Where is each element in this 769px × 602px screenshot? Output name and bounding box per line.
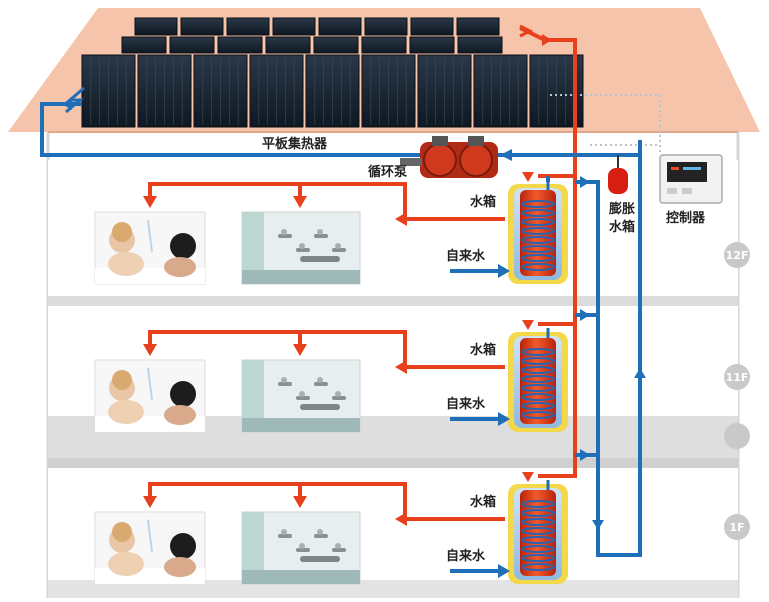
pump-label: 循环泵 [368, 164, 407, 180]
hot-supply-line [143, 330, 505, 374]
bath-photo [94, 511, 206, 585]
expansion-tank-label-line1: 膨胀 [608, 201, 635, 217]
tank-label: 水箱 [470, 194, 496, 210]
hot-supply-line [143, 182, 505, 226]
floor-badge-label: 11F [726, 371, 749, 384]
solar-panel [265, 36, 311, 54]
slab-12f [48, 296, 738, 306]
storage-tank [508, 480, 568, 584]
circulation-pump [400, 136, 498, 178]
floor-badge-label: 1F [729, 521, 744, 534]
solar-panel [456, 17, 500, 36]
floor-badge: 12F [724, 242, 750, 268]
solar-panel [409, 36, 455, 54]
faucet-photo [241, 211, 361, 285]
expansion-tank-label-line2: 水箱 [609, 219, 635, 235]
solar-panel [410, 17, 454, 36]
tap-water-inlet-arrow [450, 564, 510, 578]
faucet-photo [241, 359, 361, 433]
slab-1f [48, 458, 738, 468]
solar-panel [272, 17, 316, 36]
hot-water-pipes [519, 24, 577, 478]
controller-signal-lines [550, 94, 661, 155]
solar-panel [318, 17, 362, 36]
storage-tank [508, 328, 568, 432]
tap-water-label: 自来水 [446, 548, 486, 564]
hot-supply-line [143, 482, 505, 526]
solar-panel [217, 36, 263, 54]
solar-panel [226, 17, 270, 36]
tank-label: 水箱 [470, 342, 496, 358]
solar-panel [313, 36, 359, 54]
floor-badge: 1F [724, 514, 750, 540]
tap-water-inlet-arrow [450, 412, 510, 426]
collector-inlet [65, 86, 85, 114]
ground-slab [48, 580, 738, 598]
solar-panel [169, 36, 215, 54]
solar-panel [361, 36, 407, 54]
bath-photo [94, 359, 206, 433]
controller [659, 154, 723, 204]
floor-badge: 11F [724, 364, 750, 390]
solar-panel [134, 17, 178, 36]
floor-badge [724, 423, 750, 449]
controller-label: 控制器 [666, 210, 706, 226]
faucet-photo [241, 511, 361, 585]
solar-panel [180, 17, 224, 36]
expansion-tank [608, 155, 628, 194]
tap-water-label: 自来水 [446, 396, 486, 412]
tap-water-label: 自来水 [446, 248, 486, 264]
bath-photo [94, 211, 206, 285]
solar-panel [121, 36, 167, 54]
flat-plate-collectors [81, 17, 584, 128]
tank-label: 水箱 [470, 494, 496, 510]
collector-label: 平板集热器 [262, 136, 328, 152]
floor-badge-label: 12F [726, 249, 749, 262]
solar-panel [364, 17, 408, 36]
hot-water-arrows [522, 34, 552, 482]
cold-return-arrows [62, 98, 646, 530]
tap-water-inlet-arrow [450, 264, 510, 278]
storage-tank [508, 180, 568, 284]
solar-panel [457, 36, 503, 54]
